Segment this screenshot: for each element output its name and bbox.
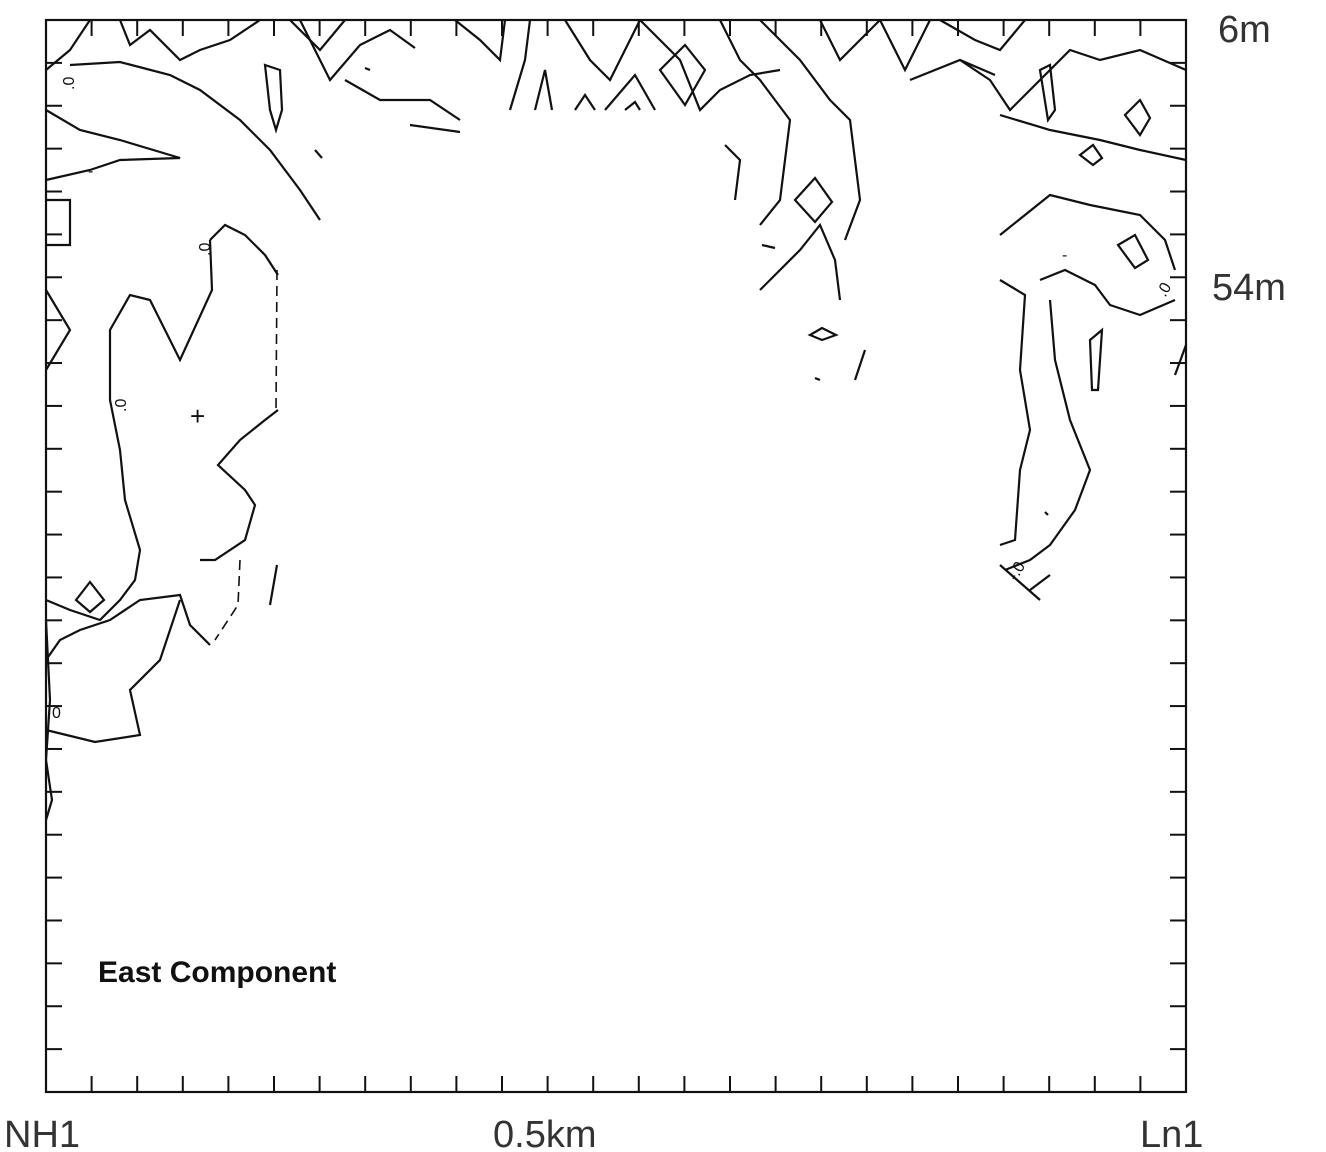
contour-level-label: .0: [1154, 280, 1175, 300]
contour-line: [574, 93, 596, 111]
contour-group-top: [289, 19, 996, 382]
contour-island: [658, 43, 707, 108]
chart-title: East Component: [98, 956, 336, 989]
contour-line: [209, 223, 279, 276]
contour-line: [999, 564, 1041, 601]
contour-island: [793, 176, 834, 224]
contour-level-label: 0: [52, 705, 61, 722]
contour-island: [1123, 98, 1152, 137]
contour-line: [45, 109, 181, 182]
contour-line: [999, 279, 1032, 547]
contour-line-dashed: [214, 559, 241, 641]
contour-line: [118, 19, 261, 62]
contour-line: [364, 66, 371, 72]
y-label-top: 6m: [1218, 9, 1271, 51]
contour-line: [1004, 299, 1092, 572]
contour-line: [533, 69, 554, 111]
contour-line: [299, 19, 416, 82]
contour-line: [200, 409, 279, 562]
contour-line: [344, 79, 461, 121]
x-label-right: Ln1: [1140, 1114, 1203, 1152]
contour-line: [454, 19, 507, 63]
contour-line: [724, 144, 742, 201]
contour-level-label: -: [1062, 247, 1067, 264]
contour-line: [624, 100, 641, 111]
contour-line: [289, 19, 346, 52]
contour-line: [909, 58, 996, 82]
contour-line: [999, 113, 1187, 162]
contour-line: [45, 289, 72, 371]
contour-line: [814, 376, 821, 382]
contour-line: [959, 48, 1187, 112]
contour-line: [268, 564, 279, 606]
contour-line-dashed: [275, 269, 278, 411]
contour-level-label: .0: [61, 77, 78, 90]
x-label-left: NH1: [4, 1114, 80, 1152]
extremum-marker: +: [190, 401, 205, 431]
contour-island: [1038, 63, 1057, 123]
contour-island: [263, 63, 284, 134]
contour-line: [759, 222, 842, 301]
tick-marks: [46, 20, 1186, 1092]
contour-line: [604, 73, 656, 111]
plot-frame: [44, 18, 1188, 1094]
contour-island: [1088, 327, 1104, 392]
contour-line: [45, 593, 211, 661]
contour-line: [46, 198, 72, 247]
contour-line: [409, 123, 461, 134]
contour-line: [719, 19, 792, 226]
contour-line: [1039, 268, 1176, 317]
contour-line: [819, 19, 881, 62]
contour-island: [1078, 143, 1104, 167]
contour-island: [1116, 233, 1150, 270]
contour-island: [807, 326, 839, 342]
contour-line: [1029, 574, 1051, 591]
contour-line: [639, 19, 781, 112]
contour-line: [759, 19, 862, 241]
contour-group-left: [44, 19, 323, 821]
contour-line: [508, 19, 532, 111]
contour-line: [999, 193, 1177, 271]
contour-line: [45, 239, 214, 622]
contour-island: [74, 580, 106, 614]
contour-line: [45, 599, 182, 744]
y-label-upper: 54m: [1212, 267, 1286, 309]
contour-level-label: .0: [197, 243, 214, 256]
contour-level-label: -: [88, 163, 93, 180]
contour-line: [853, 349, 867, 381]
x-label-middle: 0.5km: [493, 1114, 596, 1152]
contour-line: [564, 19, 641, 82]
contour-line: [69, 60, 321, 221]
contour-line: [44, 619, 54, 821]
contour-line: [879, 19, 931, 73]
contour-line: [314, 149, 323, 159]
contour-level-label: .0: [113, 399, 130, 412]
contour-line: [1173, 344, 1188, 376]
contour-line: [45, 19, 91, 71]
contour-line: [939, 19, 1026, 52]
contour-line: [1044, 511, 1049, 516]
contour-group-right: [939, 19, 1188, 601]
contour-line: [761, 243, 776, 250]
